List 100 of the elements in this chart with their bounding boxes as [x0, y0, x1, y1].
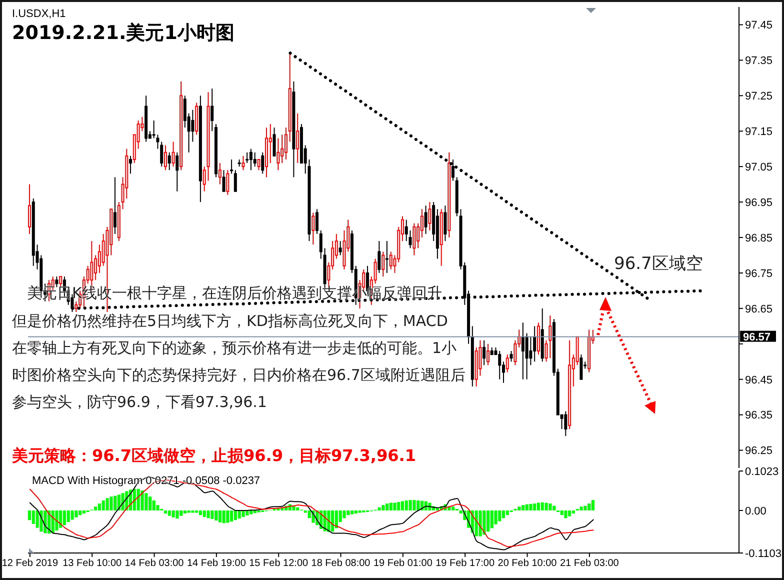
candlestick	[444, 205, 447, 242]
bar	[331, 510, 334, 532]
bar	[172, 510, 175, 518]
bar	[70, 510, 74, 520]
bar	[51, 510, 54, 533]
bar	[242, 510, 245, 518]
bar	[214, 510, 218, 520]
bar	[176, 510, 179, 519]
y-tick-label: 96.75	[745, 268, 773, 280]
bar	[222, 510, 226, 524]
candlestick	[98, 244, 101, 274]
bar	[195, 510, 198, 513]
candlestick	[261, 152, 264, 174]
bar	[580, 506, 583, 510]
y-tick-label: 97.15	[745, 126, 773, 138]
candlestick	[86, 265, 90, 284]
y-tick-label: 97.05	[745, 161, 773, 174]
candlestick	[374, 258, 377, 284]
candlestick	[482, 340, 486, 366]
candlestick	[378, 240, 381, 274]
bar	[572, 510, 575, 514]
bar	[102, 500, 105, 510]
x-tick-label: 14 Feb 03:00	[124, 558, 184, 569]
bar	[529, 504, 532, 510]
bar	[478, 510, 482, 536]
bar	[98, 504, 101, 510]
bar	[202, 510, 206, 518]
ref-line-label: 96.57	[743, 331, 771, 344]
bar	[59, 510, 62, 528]
bar	[226, 510, 230, 523]
candlestick	[160, 141, 164, 168]
candlestick	[404, 219, 408, 242]
candlestick	[222, 170, 226, 192]
candlestick	[338, 240, 342, 256]
bar	[385, 504, 388, 510]
candlestick	[234, 170, 237, 192]
bar	[358, 510, 362, 513]
bar	[74, 510, 78, 518]
candlestick	[210, 88, 214, 132]
candlestick	[408, 230, 412, 249]
bar	[187, 510, 190, 513]
candlestick	[544, 340, 548, 362]
bar	[180, 510, 183, 516]
bar	[168, 510, 171, 516]
y-tick-label: 97.45	[745, 20, 773, 32]
bar	[393, 502, 396, 510]
y-tick-label: 96.45	[745, 374, 773, 386]
candlestick	[525, 332, 528, 380]
candlestick	[580, 354, 583, 380]
candlestick	[382, 251, 385, 278]
x-tick-label: 20 Feb 10:00	[498, 558, 558, 569]
candlestick	[168, 152, 171, 171]
bar	[412, 500, 416, 510]
bar	[591, 500, 594, 510]
bar	[346, 510, 350, 516]
bar	[540, 502, 544, 510]
candlestick	[280, 134, 284, 164]
candlestick	[521, 322, 524, 380]
bar	[106, 498, 109, 510]
candlestick	[529, 336, 532, 366]
x-tick-label: 19 Feb 17:00	[436, 558, 495, 569]
annotation: 美元策略：96.7区域做空，止损96.9，目标97.3,96.1	[12, 445, 416, 466]
candlestick	[176, 152, 179, 192]
y-tick-label: 96.35	[745, 410, 773, 422]
candlestick	[412, 222, 416, 256]
candlestick	[257, 158, 260, 171]
bar	[397, 502, 400, 510]
candlestick	[312, 212, 315, 246]
bar	[136, 488, 140, 510]
bar	[378, 507, 381, 510]
bar	[518, 506, 521, 510]
bar	[94, 506, 98, 510]
candlestick	[510, 350, 513, 362]
bar	[474, 510, 478, 536]
x-tick-label: 15 Feb 12:00	[249, 558, 309, 569]
bar	[144, 493, 148, 510]
text: 2019.2.21.美元1小时图	[12, 21, 234, 45]
bar	[253, 510, 256, 514]
candlestick	[389, 251, 392, 270]
bar	[506, 510, 509, 516]
bar	[533, 504, 536, 510]
candlestick	[249, 148, 252, 171]
bar	[230, 510, 234, 522]
bar	[82, 510, 86, 514]
bar	[66, 510, 70, 522]
candlestick	[385, 240, 388, 274]
candlestick	[129, 155, 132, 174]
candlestick	[564, 410, 568, 437]
candlestick	[172, 141, 175, 168]
candlestick	[183, 95, 186, 128]
bar	[198, 510, 202, 516]
candlestick	[486, 343, 490, 366]
candlestick	[498, 350, 502, 380]
x-tick-label: 13 Feb 10:00	[62, 558, 122, 569]
bar	[564, 510, 568, 518]
bar	[521, 505, 524, 510]
bar	[350, 510, 354, 514]
bar	[451, 506, 454, 510]
bar	[560, 510, 564, 516]
bar	[78, 510, 82, 516]
